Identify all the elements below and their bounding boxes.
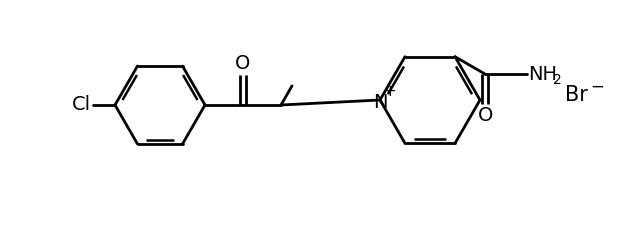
Text: +: + — [383, 85, 396, 100]
Text: NH: NH — [528, 65, 557, 84]
Text: Br: Br — [565, 85, 588, 105]
Text: O: O — [236, 54, 251, 73]
Text: N: N — [372, 92, 387, 111]
Text: O: O — [477, 106, 493, 125]
Text: −: − — [590, 78, 604, 96]
Text: Cl: Cl — [72, 96, 91, 114]
Text: 2: 2 — [554, 73, 562, 87]
